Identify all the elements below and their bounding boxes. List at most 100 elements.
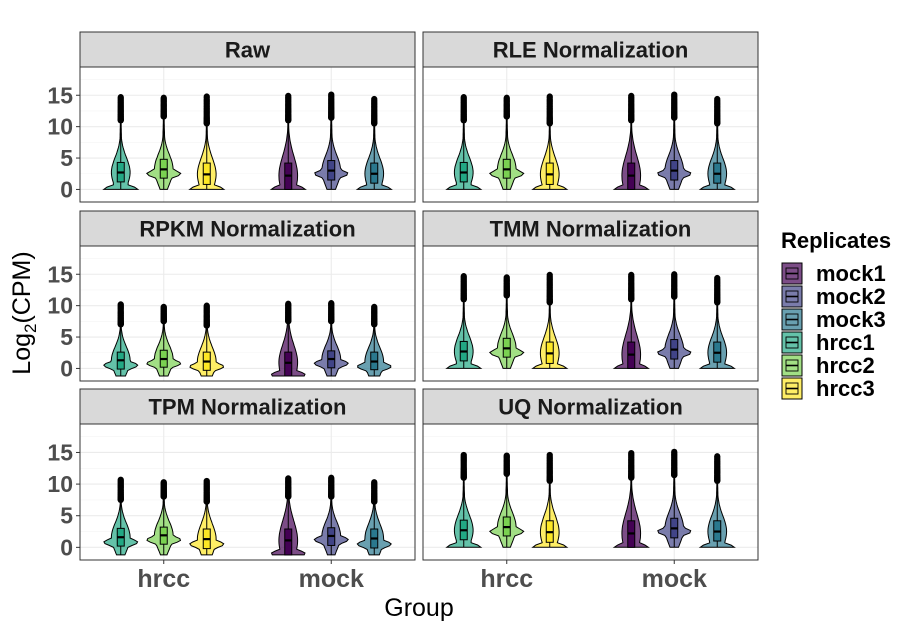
outliers xyxy=(203,477,210,505)
panel-2: RLE Normalization xyxy=(422,31,759,203)
outliers xyxy=(160,94,167,120)
outlier-point xyxy=(503,94,510,101)
outliers xyxy=(671,91,678,121)
outlier-point xyxy=(160,303,167,311)
facet-strip xyxy=(79,388,416,425)
violin-mock3 xyxy=(355,95,393,190)
outlier-point xyxy=(671,448,678,455)
x-tick-label: hrcc xyxy=(137,565,190,593)
gridlines xyxy=(80,246,415,381)
violin-hrcc1 xyxy=(102,94,140,190)
outliers xyxy=(160,303,167,325)
violin-hrcc3 xyxy=(531,93,569,190)
y-axis-title-main: Log xyxy=(8,333,36,375)
x-tick-label: mock xyxy=(642,565,707,593)
outliers xyxy=(628,449,635,481)
legend-item-mock2: mock2 xyxy=(781,284,886,309)
panel-4: TMM Normalization xyxy=(422,210,759,382)
outliers xyxy=(503,452,510,478)
violin-hrcc3 xyxy=(188,93,226,190)
legend-key-box xyxy=(785,336,799,349)
panel-5: TPM Normalization 0 5 10 15 xyxy=(47,388,416,561)
panel-background xyxy=(80,67,415,202)
outliers xyxy=(117,94,124,124)
panel-6: UQ Normalization xyxy=(422,388,759,561)
violin-hrcc2 xyxy=(146,479,182,556)
y-axis: 0 5 10 15 xyxy=(47,82,80,202)
outliers xyxy=(328,91,335,121)
outlier-point xyxy=(371,479,378,486)
outliers xyxy=(285,300,292,325)
y-axis-title-subscript: 2 xyxy=(21,324,40,333)
facet-strip xyxy=(79,31,416,68)
violin-mock1 xyxy=(270,475,306,556)
outliers xyxy=(671,448,678,479)
outlier-point xyxy=(117,301,124,308)
outlier-point xyxy=(671,91,678,98)
outliers xyxy=(285,475,292,500)
outlier-point xyxy=(628,92,635,99)
legend-key-box xyxy=(785,290,799,303)
panel-background xyxy=(423,67,758,202)
outlier-point xyxy=(628,271,635,278)
outliers xyxy=(460,451,467,481)
facet-panels: Raw 0 5 10 15 RLE Normalization RPKM Normaliza… xyxy=(47,31,759,561)
outlier-point xyxy=(371,303,378,311)
legend-item-hrcc3: hrcc3 xyxy=(781,376,875,401)
panel-background xyxy=(80,246,415,381)
legend-label: mock1 xyxy=(816,261,886,286)
facet-strip-title: TPM Normalization xyxy=(148,395,346,420)
outlier-point xyxy=(328,91,335,98)
outlier-point xyxy=(546,271,553,278)
violin-mock2 xyxy=(313,474,349,556)
legend-label: hrcc3 xyxy=(816,376,875,401)
panel-background xyxy=(423,424,758,560)
outlier-point xyxy=(503,452,510,459)
y-tick-label: 15 xyxy=(47,261,73,287)
legend-key-box xyxy=(785,382,799,395)
outliers xyxy=(328,300,335,325)
outlier-point xyxy=(503,274,510,281)
outlier-point xyxy=(714,274,721,282)
y-tick-label: 5 xyxy=(60,145,73,171)
box-iqr xyxy=(284,528,293,556)
violin-mock1 xyxy=(612,449,650,548)
y-tick-label: 15 xyxy=(47,82,73,108)
panel-border xyxy=(79,66,416,203)
outliers xyxy=(628,271,635,303)
violin-mock3 xyxy=(698,95,736,190)
y-axis-title: Log2(CPM) xyxy=(8,251,40,374)
outlier-point xyxy=(371,95,378,103)
outlier-point xyxy=(460,94,467,101)
y-axis: 0 5 10 15 xyxy=(47,439,80,560)
outlier-point xyxy=(714,453,721,460)
violin-mock2 xyxy=(657,448,692,548)
gridlines xyxy=(80,424,415,560)
outlier-point xyxy=(203,93,210,100)
legend: Replicates mock1mock2mock3hrcc1hrcc2hrcc… xyxy=(781,228,891,401)
violin-hrcc1 xyxy=(103,301,139,377)
violin-mock3 xyxy=(357,303,392,377)
violin-hrcc2 xyxy=(146,303,182,377)
y-tick-label: 5 xyxy=(60,324,73,350)
outliers xyxy=(371,479,378,505)
violin-mock1 xyxy=(612,92,650,190)
y-tick-label: 15 xyxy=(47,439,73,465)
legend-key-box xyxy=(785,267,799,280)
outlier-point xyxy=(203,302,210,309)
panel-border xyxy=(422,245,759,382)
y-tick-label: 0 xyxy=(60,176,73,202)
violin-mock1 xyxy=(270,300,306,377)
violin-hrcc1 xyxy=(445,94,483,190)
outliers xyxy=(460,94,467,124)
outlier-point xyxy=(671,271,678,278)
outliers xyxy=(160,479,167,500)
y-tick-label: 10 xyxy=(47,471,73,497)
violin-hrcc3 xyxy=(531,451,569,548)
outlier-point xyxy=(285,92,292,99)
violin-hrcc2 xyxy=(145,94,182,190)
legend-label: hrcc2 xyxy=(816,353,875,378)
outliers xyxy=(328,474,335,500)
outliers xyxy=(117,301,124,328)
